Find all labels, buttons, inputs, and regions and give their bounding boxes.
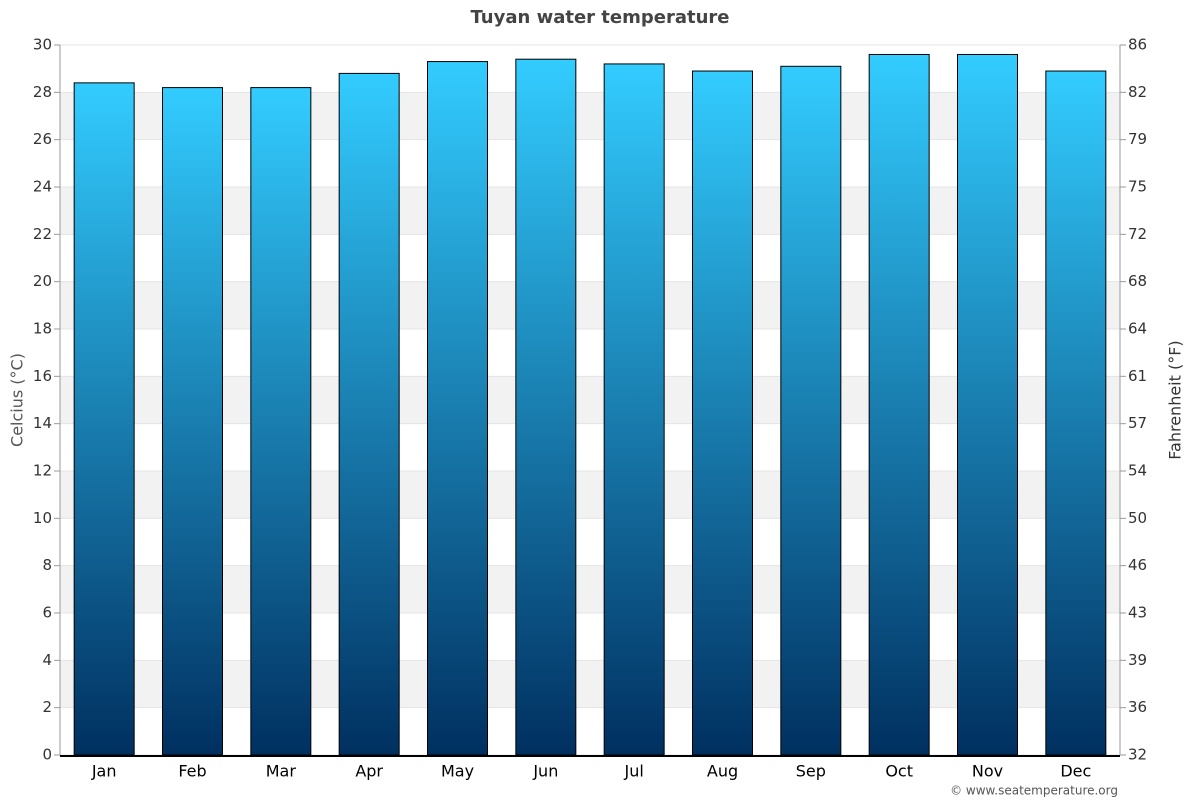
y-tick-label: 24 [33, 178, 52, 196]
y-tick-label: 6 [42, 604, 52, 622]
y2-tick-label: 68 [1128, 272, 1147, 290]
y-tick-label: 10 [33, 509, 52, 527]
grid-band [60, 660, 1120, 708]
y2-tick-label: 39 [1128, 651, 1147, 669]
x-tick-label: Jul [624, 762, 644, 781]
bar [692, 70, 753, 756]
y2-tick-label: 61 [1128, 367, 1147, 385]
bar [603, 63, 665, 756]
y2-tick-label: 54 [1128, 462, 1147, 480]
y-tick-label: 12 [33, 462, 52, 480]
x-tick-label: Jan [91, 762, 117, 781]
y2-tick-label: 72 [1128, 225, 1147, 243]
y-tick-label: 18 [33, 320, 52, 338]
y-tick-label: 30 [33, 36, 52, 54]
chart-title: Tuyan water temperature [471, 7, 730, 28]
y-axis-label: Celcius (°C) [8, 353, 27, 447]
y2-tick-label: 75 [1128, 178, 1147, 196]
bar [515, 58, 577, 756]
bar [338, 72, 400, 756]
x-tick-label: Nov [972, 762, 1003, 781]
bar [1045, 70, 1107, 756]
x-tick-label: Oct [885, 762, 913, 781]
y-tick-label: 28 [33, 83, 52, 101]
y2-tick-label: 50 [1128, 509, 1147, 527]
bar [250, 87, 312, 756]
grid-band [60, 281, 1120, 329]
bar [162, 87, 223, 756]
x-tick-label: Sep [796, 762, 826, 781]
y-tick-label: 4 [42, 651, 52, 669]
x-tick-label: Aug [707, 762, 738, 781]
grid-band [60, 92, 1120, 140]
y-tick-label: 14 [33, 414, 52, 432]
y2-tick-label: 64 [1128, 320, 1147, 338]
x-tick-label: Jun [532, 762, 558, 781]
x-tick-label: Dec [1060, 762, 1091, 781]
y-tick-label: 16 [33, 367, 52, 385]
x-tick-label: Mar [266, 762, 297, 781]
y2-tick-label: 32 [1128, 746, 1147, 764]
grid-band [60, 376, 1120, 424]
bar [73, 82, 135, 756]
y2-axis-label: Fahrenheit (°F) [1166, 340, 1185, 459]
bar [868, 53, 930, 756]
y-tick-label: 20 [33, 272, 52, 290]
y2-tick-label: 46 [1128, 556, 1147, 574]
grid-band [60, 471, 1120, 519]
y2-tick-label: 79 [1128, 130, 1147, 148]
y-tick-label: 26 [33, 130, 52, 148]
x-tick-label: Apr [355, 762, 383, 781]
y2-tick-label: 36 [1128, 698, 1147, 716]
y2-tick-label: 82 [1128, 83, 1147, 101]
grid-band [60, 187, 1120, 235]
y2-tick-label: 57 [1128, 414, 1147, 432]
y-tick-label: 2 [42, 698, 52, 716]
bar [780, 65, 842, 756]
y-tick-label: 22 [33, 225, 52, 243]
y2-tick-label: 86 [1128, 36, 1147, 54]
y-tick-label: 0 [42, 746, 52, 764]
bar [427, 61, 488, 756]
grid-band [60, 565, 1120, 613]
y2-tick-label: 43 [1128, 604, 1147, 622]
y-tick-label: 8 [42, 556, 52, 574]
x-tick-label: May [441, 762, 474, 781]
bar [957, 53, 1018, 756]
credit: © www.seatemperature.org [950, 784, 1118, 798]
x-tick-label: Feb [178, 762, 206, 781]
